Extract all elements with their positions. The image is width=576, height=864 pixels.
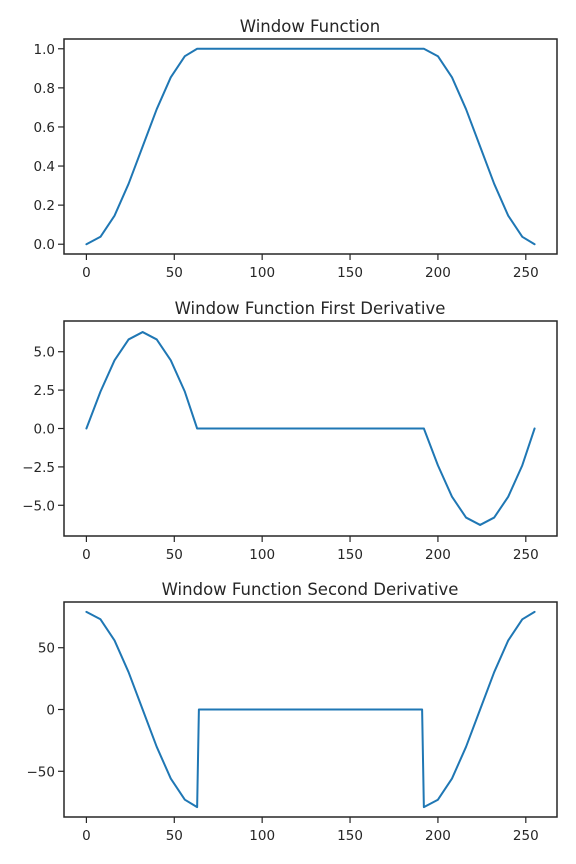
y-tick-label: 0.4: [34, 159, 55, 175]
subplot-window-function: Window Function 0.0 0.2 0.4 0.6 0.8 1.0 0 50 10…: [34, 17, 558, 281]
x-tick-label: 100: [249, 265, 275, 281]
x-axis: 0 50 100 150 200 250: [82, 817, 539, 844]
y-axis: 0.0 0.2 0.4 0.6 0.8 1.0: [34, 42, 64, 253]
y-tick-label: 0.6: [34, 120, 55, 136]
y-tick-label: 5.0: [34, 345, 55, 361]
x-tick-label: 50: [166, 265, 183, 281]
x-tick-label: 150: [337, 828, 363, 844]
y-tick-label: 0.8: [34, 81, 55, 97]
x-tick-label: 0: [82, 828, 91, 844]
x-tick-label: 150: [337, 547, 363, 563]
plot-frame: [63, 38, 558, 255]
chart-title: Window Function: [240, 17, 380, 36]
y-axis: −5.0 −2.5 0.0 2.5 5.0: [22, 345, 64, 514]
y-tick-label: 50: [38, 641, 55, 657]
subplot-second-derivative: Window Function Second Derivative −50 0 50…: [27, 580, 558, 844]
series-line: [85, 331, 536, 526]
x-tick-label: 250: [513, 828, 539, 844]
x-tick-label: 200: [425, 828, 451, 844]
chart-title: Window Function Second Derivative: [162, 580, 459, 599]
y-tick-label: 0.0: [34, 422, 55, 438]
x-axis: 0 50 100 150 200 250: [82, 254, 539, 281]
x-tick-label: 0: [82, 265, 91, 281]
x-tick-label: 200: [425, 265, 451, 281]
x-tick-label: 250: [513, 547, 539, 563]
x-tick-label: 100: [249, 547, 275, 563]
y-tick-label: 0.2: [34, 198, 55, 214]
x-tick-label: 100: [249, 828, 275, 844]
series-line: [85, 610, 536, 809]
y-tick-label: −5.0: [22, 498, 55, 514]
y-tick-label: 1.0: [34, 42, 55, 58]
series-line: [85, 47, 536, 246]
y-tick-label: −2.5: [22, 460, 55, 476]
x-tick-label: 50: [166, 828, 183, 844]
x-tick-label: 0: [82, 547, 91, 563]
x-tick-label: 150: [337, 265, 363, 281]
chart-title: Window Function First Derivative: [175, 299, 446, 318]
x-tick-label: 250: [513, 265, 539, 281]
y-tick-label: −50: [27, 764, 56, 780]
y-axis: −50 0 50: [27, 641, 64, 780]
x-axis: 0 50 100 150 200 250: [82, 536, 539, 563]
y-tick-label: 0.0: [34, 237, 55, 253]
y-tick-label: 2.5: [34, 383, 55, 399]
subplot-first-derivative: Window Function First Derivative −5.0 −2.…: [22, 299, 558, 563]
y-tick-label: 0: [46, 703, 55, 719]
x-tick-label: 200: [425, 547, 451, 563]
x-tick-label: 50: [166, 547, 183, 563]
